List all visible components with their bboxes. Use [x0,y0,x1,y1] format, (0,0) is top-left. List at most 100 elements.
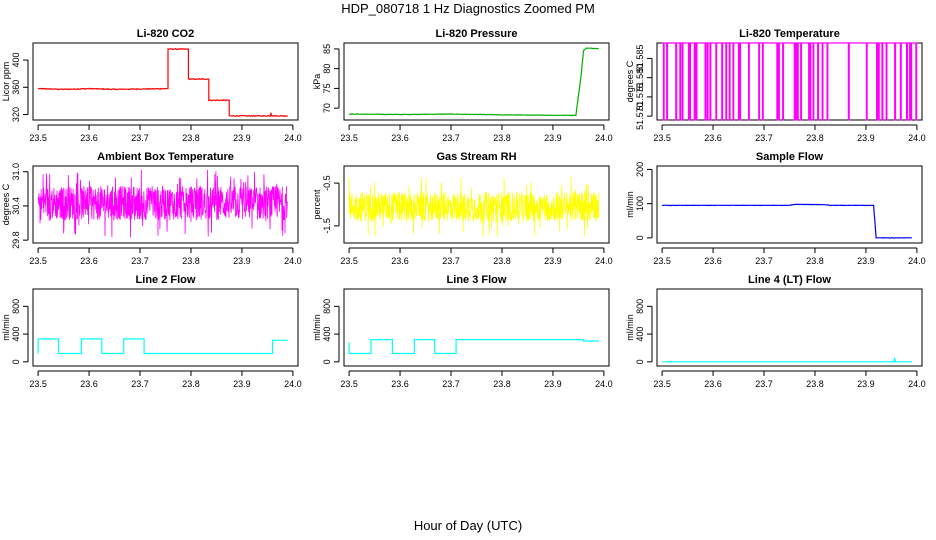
y-tick-label: 70 [322,103,332,113]
y-tick-label: 75 [322,83,332,93]
y-tick-label: 51.570 [635,102,645,130]
x-tick-label: 24.0 [284,379,302,389]
x-tick-label: 23.9 [233,256,251,266]
chart-title: Sample Flow [756,151,824,163]
chart-panel-3: Li-820 Temperature 23.5 23.6 23.7 23.8 23.9 24… [625,28,926,143]
x-tick-label: 23.9 [857,379,875,389]
plot-frame [343,165,610,244]
y-axis-label: degrees C [1,183,11,225]
chart-title: Line 3 Flow [447,274,507,286]
x-tick-label: 23.9 [544,133,562,143]
data-series-line [37,169,288,238]
x-tick-label: 23.7 [442,133,460,143]
y-tick-label: 400 [322,327,332,342]
x-tick-label: 23.8 [182,133,200,143]
y-tick-label: -0.5 [322,175,332,191]
chart-title: Line 2 Flow [136,274,196,286]
y-tick-label: 0 [635,235,645,240]
x-tick-label: 23.5 [29,133,47,143]
x-tick-label: 23.5 [653,256,671,266]
x-tick-label: 23.5 [29,379,47,389]
y-tick-label: 800 [322,299,332,314]
y-tick-label: 800 [635,299,645,314]
chart-panel-4: Ambient Box Temperature 23.5 23.6 23.7 23.8 2… [1,151,302,266]
y-tick-label: 400 [635,327,645,342]
y-tick-label: 400 [11,53,21,68]
x-tick-label: 23.9 [857,256,875,266]
data-series-line [348,339,599,355]
x-tick-label: 23.7 [131,256,149,266]
plot-frame [656,288,923,367]
x-tick-label: 23.5 [340,133,358,143]
x-tick-label: 23.8 [806,256,824,266]
plot-frame [343,42,610,121]
y-tick-label: 320 [11,107,21,122]
x-tick-label: 23.6 [80,133,98,143]
y-tick-label: 51.575 [635,83,645,111]
x-tick-label: 23.9 [857,133,875,143]
x-tick-label: 23.6 [391,256,409,266]
x-tick-label: 23.7 [131,379,149,389]
chart-panel-1: Li-820 CO2 23.5 23.6 23.7 23.8 23.9 24.0 320 360… [1,28,302,143]
x-tick-label: 23.6 [80,256,98,266]
y-tick-label: 80 [322,64,332,74]
chart-title: Li-820 Temperature [739,28,840,40]
x-tick-label: 23.8 [182,256,200,266]
x-tick-label: 23.8 [182,379,200,389]
y-tick-label: 800 [11,299,21,314]
y-axis-label: ml/min [625,191,635,218]
x-tick-label: 23.8 [493,379,511,389]
y-tick-label: 0 [635,359,645,364]
x-tick-label: 23.6 [391,133,409,143]
y-tick-label: 200 [635,162,645,177]
x-tick-label: 23.7 [755,256,773,266]
x-tick-label: 23.9 [544,256,562,266]
chart-title: Gas Stream RH [436,151,516,163]
y-axis-label: kPa [312,74,322,90]
y-tick-label: -1.5 [322,218,332,234]
plot-frame [343,288,610,367]
x-tick-label: 23.6 [704,379,722,389]
x-tick-label: 24.0 [908,379,926,389]
chart-title: Li-820 Pressure [436,28,518,40]
data-series-line [348,47,599,117]
x-tick-label: 24.0 [284,133,302,143]
x-axis-caption: Hour of Day (UTC) [413,518,523,533]
y-tick-label: 51.580 [635,64,645,92]
plot-frame [32,165,299,244]
plot-frame [32,288,299,367]
y-tick-label: 0 [11,359,21,364]
y-tick-label: 30.4 [11,197,21,215]
y-axis-label: ml/min [625,314,635,341]
x-tick-label: 23.7 [755,379,773,389]
x-tick-label: 24.0 [595,133,613,143]
x-tick-label: 23.8 [493,256,511,266]
chart-panel-7: Line 2 Flow 23.5 23.6 23.7 23.8 23.9 24.0 0 400 8… [1,274,302,389]
x-tick-label: 24.0 [595,379,613,389]
y-axis-label: degrees C [625,60,635,102]
x-tick-label: 23.5 [340,379,358,389]
chart-panel-8: Line 3 Flow 23.5 23.6 23.7 23.8 23.9 24.0 0 400 8… [312,274,613,389]
chart-title: Li-820 CO2 [137,28,194,40]
y-axis-label: ml/min [312,314,322,341]
data-series-line [662,42,918,121]
y-tick-label: 100 [635,196,645,211]
x-tick-label: 23.6 [80,379,98,389]
x-tick-label: 23.6 [704,133,722,143]
y-tick-label: 31.0 [11,163,21,181]
data-series-line [662,357,912,363]
x-tick-label: 23.5 [653,379,671,389]
chart-title: Line 4 (LT) Flow [748,274,831,286]
x-tick-label: 24.0 [908,133,926,143]
y-tick-label: 29.8 [11,231,21,249]
data-series-line [662,203,912,239]
x-tick-label: 24.0 [595,256,613,266]
x-tick-label: 23.6 [391,379,409,389]
data-series-line [37,338,288,355]
x-tick-label: 24.0 [284,256,302,266]
page-title: HDP_080718 1 Hz Diagnostics Zoomed PM [341,1,595,16]
y-axis-label: Licor ppm [1,62,11,102]
chart-panel-9: Line 4 (LT) Flow 23.5 23.6 23.7 23.8 23.9 24.0… [625,274,926,389]
y-axis-label: percent [312,189,322,220]
